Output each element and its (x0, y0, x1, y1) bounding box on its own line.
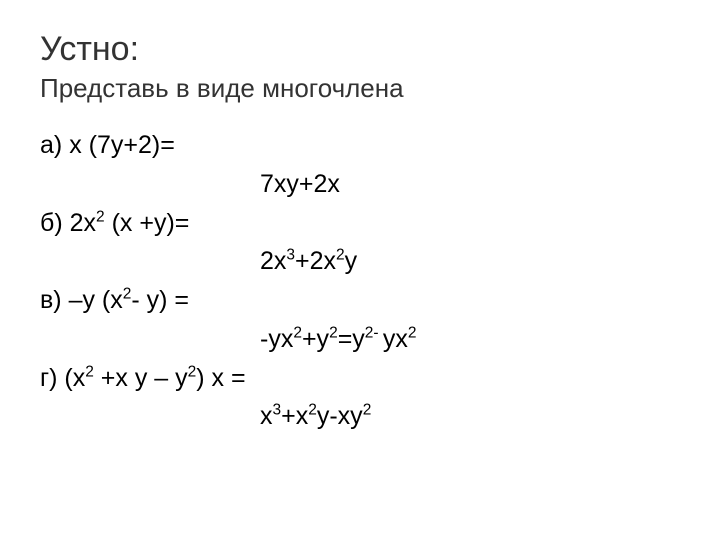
answer-d-s2: 2 (308, 402, 317, 419)
slide-body: а) х (7у+2)= 7ху+2х б) 2х2 (х +у)= 2х3+2… (40, 126, 680, 436)
answer-c-s3: 2- (365, 324, 383, 341)
problem-a-expr: х (7у+2)= (69, 131, 175, 159)
answer-c-s1: 2 (293, 324, 302, 341)
answer-b: 2х3+2х2у (40, 242, 680, 281)
problem-c: в) –у (х2- у) = (40, 281, 680, 320)
problem-d-p3: ) х = (196, 364, 245, 392)
problem-d-s1: 2 (85, 363, 94, 380)
answer-b-p2: +2х (295, 247, 336, 275)
problem-b-label: б) (40, 209, 70, 237)
problem-b-e1: 2х (70, 209, 96, 237)
answer-d-p1: х (260, 402, 273, 430)
problem-d-p2: +х у – у (94, 364, 188, 392)
problem-b-e2: (х +у)= (105, 209, 190, 237)
answer-c-p1: -ух (260, 325, 293, 353)
answer-c-s4: 2 (408, 324, 417, 341)
answer-b-p3: у (345, 247, 358, 275)
answer-c-s2: 2 (329, 324, 338, 341)
problem-d: г) (х2 +х у – у2) х = (40, 359, 680, 398)
answer-a: 7ху+2х (40, 165, 680, 204)
problem-c-p1: –у (х (69, 286, 123, 314)
answer-b-s1: 3 (286, 247, 295, 264)
problem-a-label: а) (40, 131, 69, 159)
slide-title: Устно: (40, 30, 680, 69)
answer-d-s3: 2 (363, 402, 372, 419)
answer-c-p4: ух (383, 325, 408, 353)
problem-d-label: г) (40, 364, 64, 392)
answer-b-s2: 2 (336, 247, 345, 264)
answer-d: х3+х2у-ху2 (40, 397, 680, 436)
answer-c: -ух2+у2=у2- ух2 (40, 320, 680, 359)
problem-a: а) х (7у+2)= (40, 126, 680, 165)
answer-d-p3: у-ху (317, 402, 363, 430)
answer-a-text: 7ху+2х (260, 170, 340, 198)
problem-c-label: в) (40, 286, 69, 314)
problem-b-sup1: 2 (96, 208, 105, 225)
problem-b: б) 2х2 (х +у)= (40, 204, 680, 243)
answer-c-p2: +у (302, 325, 329, 353)
answer-d-s1: 3 (273, 402, 282, 419)
problem-d-s2: 2 (188, 363, 197, 380)
problem-d-p1: (х (64, 364, 85, 392)
answer-c-p3: =у (338, 325, 365, 353)
problem-c-p2: - у) = (131, 286, 189, 314)
slide-subtitle: Представь в виде многочлена (40, 73, 680, 104)
answer-d-p2: +х (281, 402, 308, 430)
answer-b-p1: 2х (260, 247, 286, 275)
